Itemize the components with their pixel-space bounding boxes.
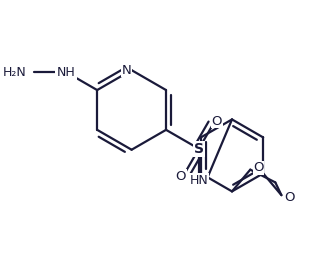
Text: S: S bbox=[194, 142, 204, 156]
Text: NH: NH bbox=[57, 66, 75, 78]
Text: N: N bbox=[122, 64, 132, 77]
Text: H₂N: H₂N bbox=[2, 66, 26, 78]
Text: O: O bbox=[212, 115, 222, 128]
Text: O: O bbox=[253, 161, 264, 174]
Text: O: O bbox=[176, 170, 186, 183]
Text: O: O bbox=[284, 190, 295, 203]
Text: HN: HN bbox=[189, 173, 208, 186]
